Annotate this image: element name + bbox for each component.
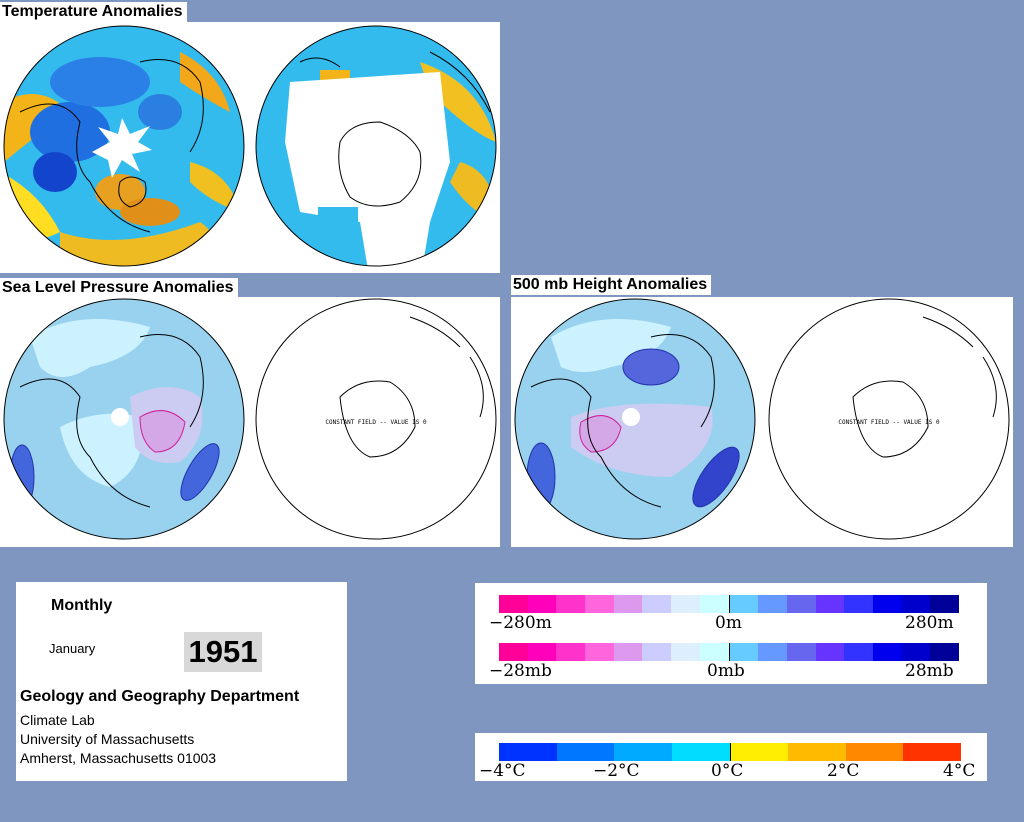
height-maps: CONSTANT FIELD -- VALUE IS 0	[514, 298, 1010, 540]
pressure-scale-swatch	[815, 643, 845, 661]
pressure-scale-min: −28mb	[489, 661, 552, 681]
temperature-maps	[3, 25, 497, 267]
height-scale-min: −280m	[489, 613, 552, 633]
temperature-colorbar	[499, 743, 961, 761]
slp-north-map	[4, 299, 244, 539]
temperature-scale: −4°C −2°C 0°C 2°C 4°C	[475, 733, 987, 781]
height-north-map	[515, 299, 755, 539]
pressure-scale-swatch	[527, 643, 557, 661]
pressure-scale-swatch	[930, 643, 959, 661]
height-panel: CONSTANT FIELD -- VALUE IS 0	[511, 297, 1013, 547]
height-scale-swatch	[872, 595, 902, 613]
temperature-scale-swatch	[845, 743, 904, 761]
temp-label-0: −4°C	[479, 761, 526, 781]
pressure-scale-max: 28mb	[905, 661, 954, 681]
year-display: 1951	[184, 632, 262, 672]
address-label: Amherst, Massachusetts 01003	[20, 750, 217, 766]
pressure-scale-swatch	[671, 643, 700, 661]
anomaly-scales: −280m 0m 280m −28mb 0mb 28mb	[475, 583, 987, 684]
slp-constant-note: CONSTANT FIELD -- VALUE IS 0	[325, 419, 427, 426]
temperature-title: Temperature Anomalies	[0, 2, 187, 22]
pressure-scale-swatch	[642, 643, 672, 661]
university-label: University of Massachusetts	[20, 731, 195, 747]
height-scale-swatch	[699, 595, 730, 613]
lab-label: Climate Lab	[20, 712, 95, 728]
department-label: Geology and Geography Department	[20, 688, 300, 705]
temperature-scale-swatch	[499, 743, 557, 761]
height-scale-swatch	[556, 595, 586, 613]
temperature-scale-swatch	[788, 743, 846, 761]
height-scale-swatch	[642, 595, 672, 613]
pressure-scale-swatch	[699, 643, 730, 661]
height-constant-note: CONSTANT FIELD -- VALUE IS 0	[838, 419, 940, 426]
height-scale-swatch	[844, 595, 873, 613]
temperature-north-map	[4, 26, 244, 266]
height-scale-swatch	[901, 595, 931, 613]
height-scale-swatch	[758, 595, 787, 613]
height-scale-swatch	[786, 595, 816, 613]
period-label: Monthly	[51, 597, 113, 614]
temperature-scale-swatch	[614, 743, 672, 761]
temp-label-1: −2°C	[593, 761, 640, 781]
height-scale-swatch	[930, 595, 959, 613]
pressure-scale-swatch	[613, 643, 643, 661]
temp-label-3: 2°C	[827, 761, 860, 781]
height-scale-swatch	[729, 595, 759, 613]
slp-maps: CONSTANT FIELD -- VALUE IS 0	[3, 298, 497, 540]
temperature-scale-swatch	[903, 743, 961, 761]
pressure-scale-swatch	[786, 643, 816, 661]
pressure-colorbar	[499, 643, 959, 661]
temperature-scale-swatch	[730, 743, 789, 761]
height-scale-max: 280m	[905, 613, 954, 633]
height-scale-swatch	[499, 595, 528, 613]
info-box: Monthly January 1951 Geology and Geograp…	[16, 582, 347, 781]
temperature-panel	[0, 22, 500, 273]
pressure-scale-swatch	[729, 643, 759, 661]
month-label: January	[49, 641, 96, 656]
height-scale-mid: 0m	[715, 613, 742, 633]
height-colorbar	[499, 595, 959, 613]
height-scale-swatch	[613, 595, 643, 613]
height-scale-swatch	[815, 595, 845, 613]
slp-panel: CONSTANT FIELD -- VALUE IS 0	[0, 297, 500, 547]
pressure-scale-swatch	[872, 643, 902, 661]
pressure-scale-mid: 0mb	[707, 661, 745, 681]
temp-label-2: 0°C	[711, 761, 744, 781]
temperature-south-map	[256, 26, 496, 266]
height-title: 500 mb Height Anomalies	[511, 275, 712, 295]
pressure-scale-swatch	[758, 643, 787, 661]
height-scale-swatch	[527, 595, 557, 613]
pressure-scale-swatch	[901, 643, 931, 661]
pressure-scale-swatch	[499, 643, 528, 661]
pressure-scale-swatch	[556, 643, 586, 661]
temperature-scale-swatch	[556, 743, 615, 761]
pressure-scale-swatch	[585, 643, 614, 661]
height-scale-swatch	[671, 595, 700, 613]
pressure-scale-swatch	[844, 643, 873, 661]
height-south-map: CONSTANT FIELD -- VALUE IS 0	[768, 298, 1010, 540]
slp-south-map: CONSTANT FIELD -- VALUE IS 0	[255, 298, 497, 540]
slp-title: Sea Level Pressure Anomalies	[0, 278, 238, 298]
height-scale-swatch	[585, 595, 614, 613]
temperature-scale-swatch	[671, 743, 731, 761]
temp-label-4: 4°C	[943, 761, 976, 781]
